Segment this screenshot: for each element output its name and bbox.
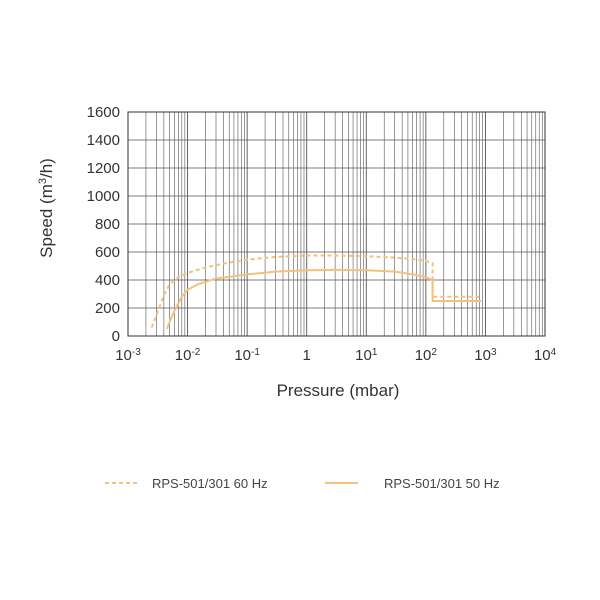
x-tick-label: 104 — [534, 347, 557, 365]
x-tick-base: 10 — [175, 347, 192, 364]
x-tick-exponent: 3 — [491, 347, 497, 358]
y-tick-label: 1200 — [87, 160, 120, 177]
y-tick-label: 600 — [95, 244, 120, 261]
x-tick-exponent: -2 — [191, 347, 200, 358]
x-tick-label: 10-2 — [175, 347, 201, 365]
y-tick-label: 0 — [112, 328, 120, 345]
x-axis-title: Pressure (mbar) — [277, 381, 400, 400]
x-tick-exponent: -1 — [251, 347, 260, 358]
x-tick-base: 10 — [355, 347, 372, 364]
x-tick-base: 1 — [303, 347, 311, 364]
x-tick-exponent: 2 — [431, 347, 437, 358]
series-layer — [150, 254, 482, 330]
legend-label-60hz: RPS-501/301 60 Hz — [152, 476, 268, 491]
x-tick-labels: 10-3 10-2 10-1 1 101 102 103 104 — [115, 347, 556, 365]
y-axis-title-tail: /h) — [37, 158, 56, 178]
x-tick-exponent: 4 — [551, 347, 557, 358]
x-tick-base: 10 — [234, 347, 251, 364]
legend-label-50hz: RPS-501/301 50 Hz — [384, 476, 500, 491]
x-tick-base: 10 — [115, 347, 132, 364]
y-axis-title-superscript: 3 — [37, 178, 49, 184]
x-tick-label: 10-1 — [234, 347, 260, 365]
series-line-50hz — [165, 268, 482, 330]
plot-border — [127, 111, 546, 337]
y-tick-label: 200 — [95, 300, 120, 317]
x-tick-exponent: 1 — [372, 347, 378, 358]
x-tick-base: 10 — [415, 347, 432, 364]
x-tick-label: 103 — [474, 347, 497, 365]
legend: RPS-501/301 60 Hz RPS-501/301 50 Hz — [105, 476, 500, 491]
x-tick-label: 101 — [355, 347, 378, 365]
y-tick-label: 400 — [95, 272, 120, 289]
x-tick-label: 102 — [415, 347, 438, 365]
y-axis-title-main: Speed (m — [37, 184, 56, 258]
y-tick-label: 800 — [95, 216, 120, 233]
x-tick-label: 1 — [303, 347, 311, 364]
y-tick-label: 1400 — [87, 132, 120, 149]
y-tick-label: 1000 — [87, 188, 120, 205]
y-tick-labels: 0 200 400 600 800 1000 1200 1400 1600 — [87, 104, 120, 345]
y-axis-title: Speed (m3/h) — [37, 158, 56, 258]
x-tick-base: 10 — [474, 347, 491, 364]
y-tick-label: 1600 — [87, 104, 120, 121]
x-tick-label: 10-3 — [115, 347, 141, 365]
x-tick-base: 10 — [534, 347, 551, 364]
x-tick-exponent: -3 — [132, 347, 141, 358]
